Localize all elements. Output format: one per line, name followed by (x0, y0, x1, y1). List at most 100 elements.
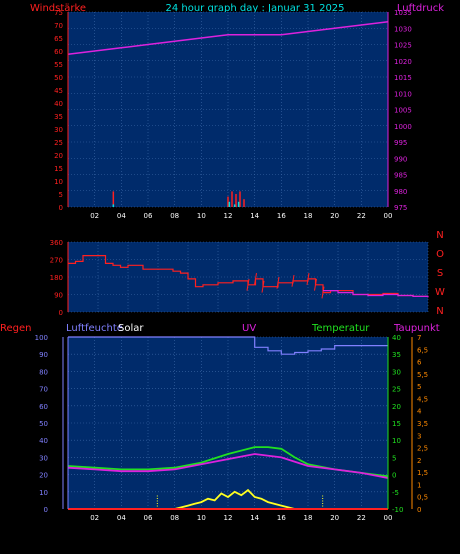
luftfeuchte-tick-label: 60 (39, 403, 48, 411)
uv-tick-label: 6,5 (417, 346, 428, 354)
taupunkt-line (67, 453, 389, 479)
temperatur-tick-label: 10 (392, 437, 401, 445)
x-tick-label: 04 (117, 212, 126, 220)
wind-direction-spread (306, 273, 310, 285)
x-tick-label: 10 (197, 212, 206, 220)
luftdruck-tick-label: 1005 (394, 107, 412, 115)
luftdruck-tick-label: 990 (394, 155, 407, 163)
luftfeuchte-tick-label: 70 (39, 386, 48, 394)
windstaerke-axis-title: Windstärke (30, 3, 86, 14)
x-tick-label: 14 (250, 514, 259, 522)
x-tick-label: 20 (330, 212, 339, 220)
luftdruck-tick-label: 1020 (394, 58, 412, 66)
solar-line (174, 488, 295, 510)
x-tick-label: 12 (224, 212, 233, 220)
chart-title: 24 hour graph day : Januar 31 2025 (165, 3, 344, 14)
humidity-temperature-x-ticks: 02 04 06 08 10 12 14 16 18 20 22 00 (90, 514, 392, 522)
windstaerke-tick-label: 45 (54, 87, 63, 95)
luftfeuchte-tick-label: 20 (39, 472, 48, 480)
x-tick-label: 02 (90, 514, 99, 522)
temperatur-tick-label: 40 (392, 334, 401, 342)
windstaerke-tick-label: 35 (54, 113, 63, 121)
humidity-temperature-series (67, 336, 389, 510)
x-tick-label: 06 (144, 514, 153, 522)
x-tick-label: 08 (170, 212, 179, 220)
compass-label: O (436, 249, 444, 260)
luftdruck-tick-label: 980 (394, 188, 407, 196)
windstaerke-tick-label: 65 (54, 35, 63, 43)
temperatur-tick-label: 5 (392, 454, 396, 462)
uv-tick-label: 4 (417, 408, 422, 416)
legend-taupunkt: Taupunkt (393, 323, 440, 334)
x-tick-label: 00 (384, 212, 393, 220)
temperatur-tick-label: 0 (392, 472, 396, 480)
compass-label: W (435, 287, 445, 298)
wind-direction-ticks: 0 90 180 270 360 (50, 239, 63, 317)
uv-tick-label: 0,5 (417, 494, 428, 502)
x-tick-label: 10 (197, 514, 206, 522)
luftfeuchte-tick-label: 40 (39, 437, 48, 445)
windstaerke-tick-label: 60 (54, 48, 63, 56)
luftfeuchte-tick-label: 30 (39, 454, 48, 462)
uv-tick-label: 2 (417, 457, 421, 465)
x-tick-label: 12 (224, 514, 233, 522)
wind-direction-spread (276, 276, 280, 289)
legend-uv: UV (242, 323, 256, 334)
legend-regen: Regen (0, 323, 32, 334)
uv-tick-label: 4,5 (417, 395, 428, 403)
wind-pressure-x-ticks: 02 04 06 08 10 12 14 16 18 20 22 00 (90, 212, 392, 220)
temperatur-tick-label: 15 (392, 420, 401, 428)
windstaerke-tick-label: 5 (59, 191, 63, 199)
luftfeuchte-tick-label: 90 (39, 351, 48, 359)
temperatur-tick-label: 30 (392, 368, 401, 376)
luftfeuchte-tick-label: 50 (39, 420, 48, 428)
wind-direction-tick-label: 90 (54, 292, 63, 300)
uv-tick-label: 3,5 (417, 420, 428, 428)
windstaerke-tick-label: 25 (54, 139, 63, 147)
windstaerke-tick-label: 40 (54, 100, 63, 108)
uv-tick-label: 6 (417, 359, 422, 367)
windstaerke-tick-label: 20 (54, 152, 63, 160)
temperatur-tick-label: -10 (392, 506, 403, 514)
compass-label: N (436, 230, 443, 241)
wind-pressure-series (67, 21, 389, 207)
windstaerke-tick-label: 30 (54, 126, 63, 134)
windstaerke-tick-label: 70 (54, 22, 63, 30)
wind-direction-tick-label: 0 (59, 309, 63, 317)
windstaerke-ticks: 0 5 10 15 20 25 30 35 40 45 50 55 60 65 70 75 (54, 9, 63, 212)
x-tick-label: 16 (277, 514, 286, 522)
uv-tick-label: 7 (417, 334, 421, 342)
luftdruck-tick-label: 1015 (394, 74, 412, 82)
luftfeuchte-tick-label: 100 (35, 334, 48, 342)
wind-direction-spread (291, 274, 295, 287)
x-tick-label: 08 (170, 514, 179, 522)
temperatur-ticks: -10 -5 0 5 10 15 20 25 30 35 40 (392, 334, 403, 514)
luftdruck-tick-label: 1030 (394, 25, 412, 33)
legend-luftfeuchte: Luftfeuchte (66, 323, 123, 334)
uv-tick-label: 5 (417, 383, 421, 391)
wind-direction-spread (261, 280, 265, 293)
wind-direction-line (68, 255, 428, 297)
wind-direction-tick-label: 180 (50, 274, 63, 282)
compass-label: S (437, 268, 443, 279)
windstaerke-tick-label: 10 (54, 178, 63, 186)
luftdruck-axis-title: Luftdruck (397, 3, 444, 14)
wind-direction-spread (321, 286, 325, 299)
luftfeuchte-tick-label: 0 (44, 506, 48, 514)
uv-tick-label: 5,5 (417, 371, 428, 379)
wind-direction-spread (254, 273, 257, 285)
x-tick-label: 00 (384, 514, 393, 522)
compass-label: N (436, 306, 443, 317)
uv-tick-label: 2,5 (417, 445, 428, 453)
wind-direction-tick-label: 360 (50, 239, 63, 247)
luftfeuchte-line (68, 336, 388, 355)
wind-direction-spread (314, 278, 317, 291)
luftdruck-line (67, 21, 389, 56)
luftdruck-tick-label: 1000 (394, 123, 412, 131)
luftdruck-tick-label: 1035 (394, 9, 412, 17)
